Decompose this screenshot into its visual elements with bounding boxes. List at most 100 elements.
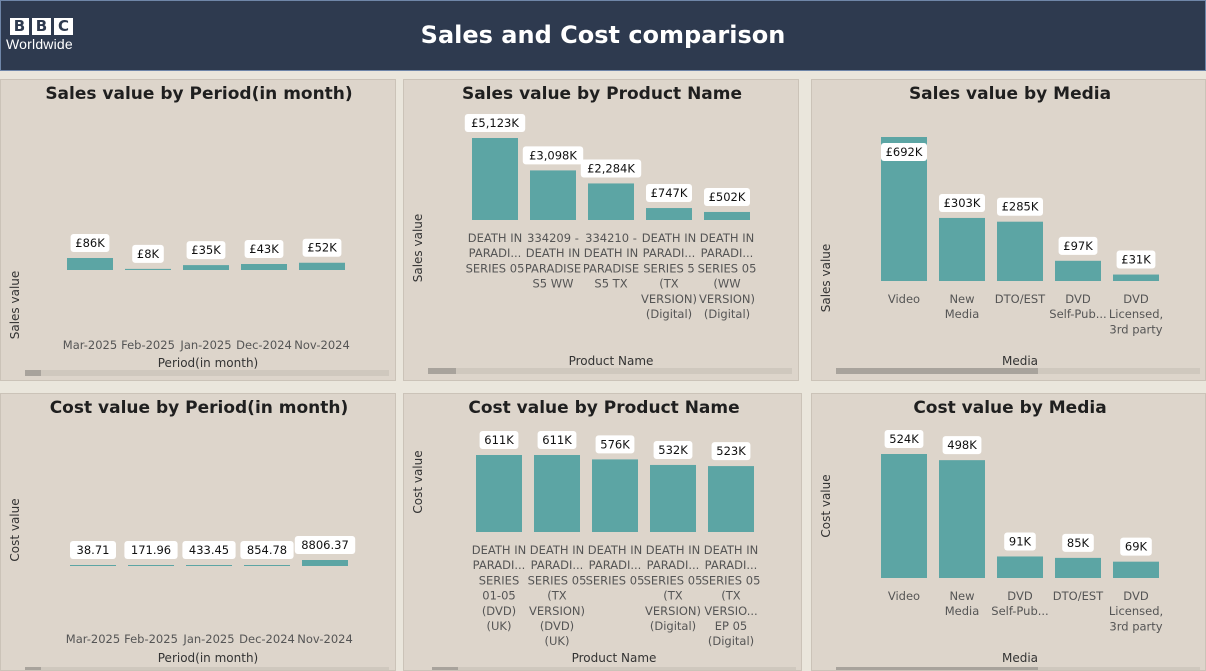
data-label-box	[294, 536, 356, 554]
chart-cost-by-media[interactable]: Cost value by Media Cost value Media 524K Vi…	[811, 393, 1206, 671]
x-tick-label: DEATH IN PARADI... SERIES 05 (TX VERSIO... EP…	[702, 543, 761, 648]
data-label: 85K	[1067, 536, 1090, 550]
chart-cost-by-period[interactable]: Cost value by Period(in month) Cost value…	[0, 393, 396, 671]
bar	[67, 258, 113, 270]
y-axis-title: Sales value	[411, 214, 425, 283]
bar	[302, 560, 348, 566]
data-label: 611K	[542, 433, 572, 447]
x-tick-label: 334210 -DEATH IN PARADISE S5 TX	[583, 231, 639, 291]
y-axis-title: Sales value	[8, 271, 22, 340]
tick-line: (DVD)	[482, 604, 516, 618]
data-label-box	[711, 442, 751, 461]
tick-line: (Digital)	[650, 619, 696, 633]
data-label: £285K	[1002, 200, 1039, 214]
x-tick-label: DVD Self-Pub...	[991, 589, 1048, 618]
data-label: £5,123K	[471, 116, 519, 130]
tick-line: SERIES 05	[698, 261, 757, 275]
data-label: £97K	[1063, 239, 1093, 253]
chart-svg: Cost value by Media Cost value Media 524K Vi…	[819, 398, 1200, 671]
tick-line: 3rd party	[1109, 619, 1162, 633]
tick-line: Nov-2024	[297, 632, 353, 646]
chart-cost-by-product[interactable]: Cost value by Product Name Cost value Prod…	[403, 393, 802, 671]
tick-line: Mar-2025	[63, 338, 117, 352]
x-tick-label: Dec-2024	[239, 632, 295, 646]
bbc-worldwide-logo: B B C Worldwide	[6, 18, 82, 52]
data-label-box	[1004, 532, 1036, 551]
data-label-box	[132, 244, 164, 263]
x-tick-label: New Media	[945, 589, 980, 618]
data-label-box	[182, 541, 236, 559]
tick-line: VERSION)	[529, 604, 585, 618]
data-label-box	[942, 436, 982, 455]
tick-line: DVD	[1123, 292, 1149, 306]
tick-line: SERIES 05	[528, 573, 587, 587]
tick-line: SERIES 05	[586, 573, 645, 587]
scrollbar-thumb[interactable]	[25, 667, 41, 671]
bar	[704, 211, 750, 220]
tick-line: DVD	[1065, 292, 1091, 306]
tick-line: (Digital)	[708, 634, 754, 648]
tick-line: DEATH IN	[472, 543, 526, 557]
chart-sales-by-period[interactable]: Sales value by Period(in month) Sales val…	[0, 79, 396, 381]
bar	[646, 208, 692, 220]
tick-line: 3rd party	[1109, 322, 1162, 336]
tick-line: Feb-2025	[124, 632, 178, 646]
chart-sales-by-media[interactable]: Sales value by Media Sales value Media £692…	[811, 79, 1206, 381]
data-label-box	[997, 197, 1043, 216]
data-label: £692K	[886, 145, 923, 159]
tick-line: Licensed,	[1109, 604, 1163, 618]
scrollbar-thumb[interactable]	[428, 368, 456, 374]
chart-svg: Cost value by Product Name Cost value Prod…	[411, 398, 796, 671]
bar	[997, 221, 1043, 281]
tick-line: DEATH IN	[646, 543, 700, 557]
x-axis-title: Period(in month)	[158, 356, 258, 370]
scrollbar-thumb[interactable]	[836, 667, 1038, 671]
tick-line: DEATH IN	[468, 231, 522, 245]
scrollbar-thumb[interactable]	[25, 370, 41, 376]
data-label: £3,098K	[529, 148, 577, 162]
bar	[183, 265, 229, 270]
tick-line: 334209 -	[527, 231, 579, 245]
tick-line: Media	[945, 604, 980, 618]
tick-line: S5 WW	[532, 277, 573, 291]
tick-line: VERSIO...	[704, 604, 757, 618]
x-tick-label: DVD Licensed, 3rd party	[1109, 292, 1163, 336]
data-label: 611K	[484, 433, 514, 447]
data-label: 532K	[658, 443, 688, 457]
x-tick-label: Feb-2025	[124, 632, 178, 646]
x-tick-label: 334209 -DEATH IN PARADISE S5 WW	[525, 231, 581, 291]
scrollbar-track	[432, 667, 796, 670]
tick-line: PARADI...	[643, 246, 696, 260]
scrollbar-thumb[interactable]	[836, 368, 1038, 374]
bar	[476, 455, 522, 532]
scrollbar-thumb[interactable]	[432, 667, 458, 671]
bar	[530, 170, 576, 220]
chart-title: Sales value by Media	[909, 84, 1111, 104]
x-tick-label: Jan-2025	[179, 338, 231, 352]
bar	[588, 183, 634, 220]
tick-line: PARADI...	[469, 246, 522, 260]
x-tick-label: DTO/EST	[1053, 589, 1104, 603]
scrollbar-track	[25, 667, 389, 670]
x-tick-label: Nov-2024	[294, 338, 350, 352]
x-tick-label: Mar-2025	[63, 338, 117, 352]
tick-line: PARADI...	[705, 558, 758, 572]
bar	[592, 459, 638, 532]
tick-line: Dec-2024	[239, 632, 295, 646]
tick-line: DEATH IN	[526, 246, 580, 260]
tick-line: New	[949, 589, 974, 603]
tick-line: Dec-2024	[236, 338, 292, 352]
data-label-box	[580, 159, 642, 178]
bar	[1055, 557, 1101, 578]
chart-title: Cost value by Media	[913, 398, 1106, 418]
bar	[244, 565, 290, 566]
x-tick-label: DEATH IN PARADI... SERIES 05 (TX VERSION) (Di…	[644, 543, 703, 633]
logo-subtitle: Worldwide	[6, 36, 73, 52]
tick-line: (WW	[713, 277, 740, 291]
tick-line: 334210 -	[585, 231, 637, 245]
tick-line: DVD	[1007, 589, 1033, 603]
chart-sales-by-product[interactable]: Sales value by Product Name Sales value Pr…	[403, 79, 799, 381]
data-label: 576K	[600, 437, 630, 451]
x-tick-label: Jan-2025	[182, 632, 234, 646]
data-label-box	[244, 240, 284, 258]
